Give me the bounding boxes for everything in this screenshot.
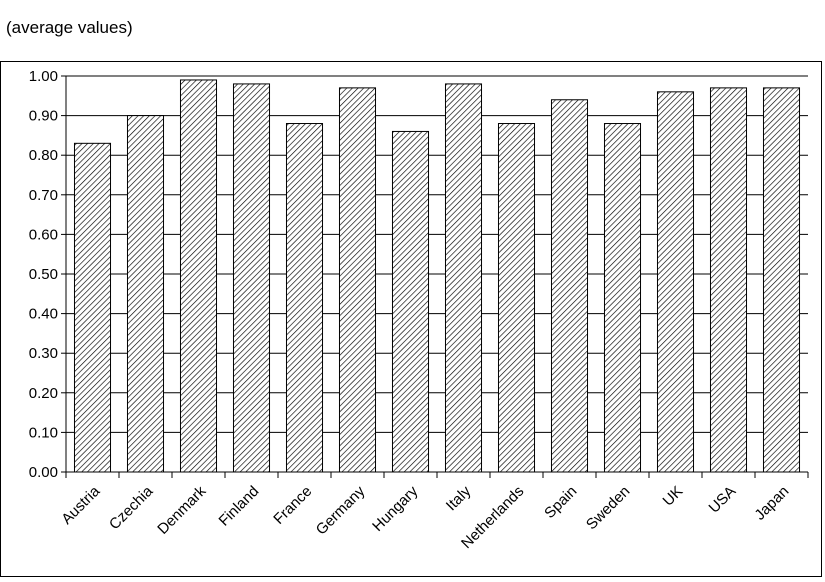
bar-finland [232, 83, 271, 473]
bar-uk [656, 91, 695, 473]
y-tick-labels: 0.00 0.10 0.20 0.30 0.40 0.50 0.60 0.70 0.80 0.90… [29, 68, 58, 481]
y-tick-label: 0.70 [29, 187, 58, 204]
y-tick-label: 0.40 [29, 306, 58, 323]
bar-france [285, 123, 324, 473]
y-tick-label: 0.80 [29, 147, 58, 164]
bar-hungary [391, 130, 430, 473]
y-tick-label: 0.30 [29, 345, 58, 362]
y-tick-label: 0.20 [29, 385, 58, 402]
y-tick-label: 0.00 [29, 464, 58, 481]
bar-italy [444, 83, 483, 473]
axes [61, 75, 809, 478]
bar-chart: 0.00 0.10 0.20 0.30 0.40 0.50 0.60 0.70 0.80 0.90… [0, 61, 822, 577]
bar-usa [709, 87, 748, 473]
bar-germany [338, 87, 377, 473]
y-tick-label: 0.50 [29, 266, 58, 283]
chart-frame: 0.00 0.10 0.20 0.30 0.40 0.50 0.60 0.70 0.80 0.90… [0, 61, 822, 577]
y-tick-label: 0.90 [29, 108, 58, 125]
bar-netherlands [497, 123, 536, 473]
bar-spain [550, 99, 589, 473]
bar-japan [762, 87, 801, 473]
bar-czechia [126, 115, 165, 473]
bar-denmark [179, 79, 218, 473]
y-tick-label: 0.60 [29, 226, 58, 243]
bar-sweden [603, 123, 642, 473]
bar-austria [73, 142, 112, 473]
y-tick-label: 0.10 [29, 424, 58, 441]
y-tick-label: 1.00 [29, 68, 58, 85]
chart-subtitle: (average values) [6, 18, 133, 37]
